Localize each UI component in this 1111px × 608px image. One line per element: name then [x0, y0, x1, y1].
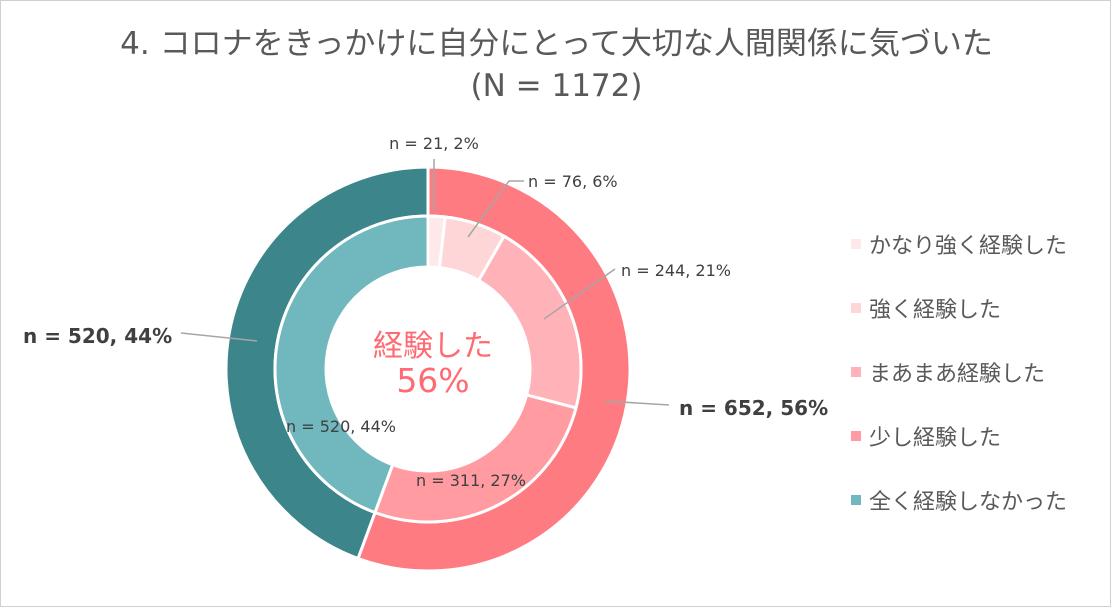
center-label-percent: 56% [396, 361, 469, 400]
data-label-7: n = 520, 44% [23, 324, 172, 348]
inner-slice-5 [273, 214, 430, 515]
legend-label: 全く経験しなかった [869, 490, 1068, 515]
legend-swatch [851, 367, 861, 377]
chart-title-block: 4. コロナをきっかけに自分にとって大切な人間関係に気づいた (N = 1172… [1, 23, 1111, 107]
slice-labels: n = 21, 2% n = 76, 6% n = 244, 21% n = 311,… [23, 134, 828, 490]
legend-label: かなり強く経験した [869, 234, 1068, 259]
leader-line-3 [543, 268, 616, 320]
inner-ring [273, 214, 583, 524]
legend-swatch [851, 239, 861, 249]
leader-line-4 [604, 400, 670, 406]
legend: かなり強く経験した 強く経験したまあまあ経験した 少し経験した全く経験しなかった [851, 227, 1106, 547]
data-label-6: n = 652, 56% [679, 396, 828, 420]
leader-line-2 [467, 180, 524, 238]
legend-item-4: 少し経験した [851, 419, 1106, 453]
data-label-1: n = 21, 2% [389, 134, 479, 153]
data-label-5: n = 520, 44% [286, 417, 396, 436]
legend-swatch [851, 495, 861, 505]
legend-swatch [851, 431, 861, 441]
data-label-2: n = 76, 6% [528, 172, 618, 191]
chart-title: 4. コロナをきっかけに自分にとって大切な人間関係に気づいた [120, 26, 993, 62]
legend-label: まあまあ経験した [869, 362, 1046, 387]
legend-item-1: かなり強く経験した [851, 227, 1106, 261]
center-label-line1: 経験した [373, 329, 493, 364]
leader-line-5 [180, 332, 258, 342]
legend-swatch [851, 303, 861, 313]
data-label-3: n = 244, 21% [621, 261, 731, 280]
leader-lines [180, 159, 670, 406]
data-label-4: n = 311, 27% [416, 471, 526, 490]
legend-item-5: 全く経験しなかった [851, 483, 1106, 517]
legend-label: 少し経験した [869, 426, 1002, 451]
chart-subtitle: (N = 1172) [470, 68, 643, 104]
legend-item-2: 強く経験した [851, 291, 1106, 325]
legend-label: 強く経験した [869, 298, 1002, 323]
legend-item-3: まあまあ経験した [851, 355, 1106, 389]
